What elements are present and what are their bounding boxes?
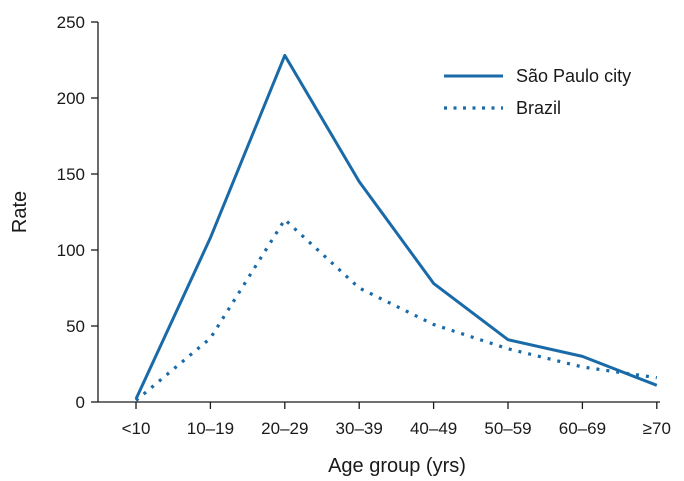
y-ticks: 0 50 100 150 200 250 [57, 13, 98, 412]
x-tick-label: 50–59 [484, 419, 531, 438]
legend-label-brazil: Brazil [516, 98, 561, 118]
series-layer [134, 53, 658, 402]
x-tick-label: 40–49 [410, 419, 457, 438]
y-tick-label: 0 [76, 393, 85, 412]
x-tick-label: ≥70 [643, 419, 671, 438]
x-tick-label: 10–19 [187, 419, 234, 438]
y-axis-title: Rate [9, 191, 31, 233]
series-line-sao-paulo [134, 53, 658, 400]
x-tick-label: 30–39 [336, 419, 383, 438]
y-tick-label: 250 [57, 13, 85, 32]
legend: São Paulo city Brazil [444, 66, 631, 118]
x-tick-label: 20–29 [261, 419, 308, 438]
y-tick-label: 50 [66, 317, 85, 336]
y-tick-label: 200 [57, 89, 85, 108]
x-axis-title: Age group (yrs) [328, 455, 466, 477]
x-tick-label: 60–69 [559, 419, 606, 438]
legend-label-sao-paulo: São Paulo city [516, 66, 631, 86]
y-tick-label: 150 [57, 165, 85, 184]
x-ticks: <10 10–19 20–29 30–39 40–49 50–59 60–69 ≥70 [122, 402, 671, 438]
y-tick-label: 100 [57, 241, 85, 260]
axes [97, 22, 660, 403]
series-line-brazil [134, 218, 658, 402]
x-tick-label: <10 [122, 419, 151, 438]
